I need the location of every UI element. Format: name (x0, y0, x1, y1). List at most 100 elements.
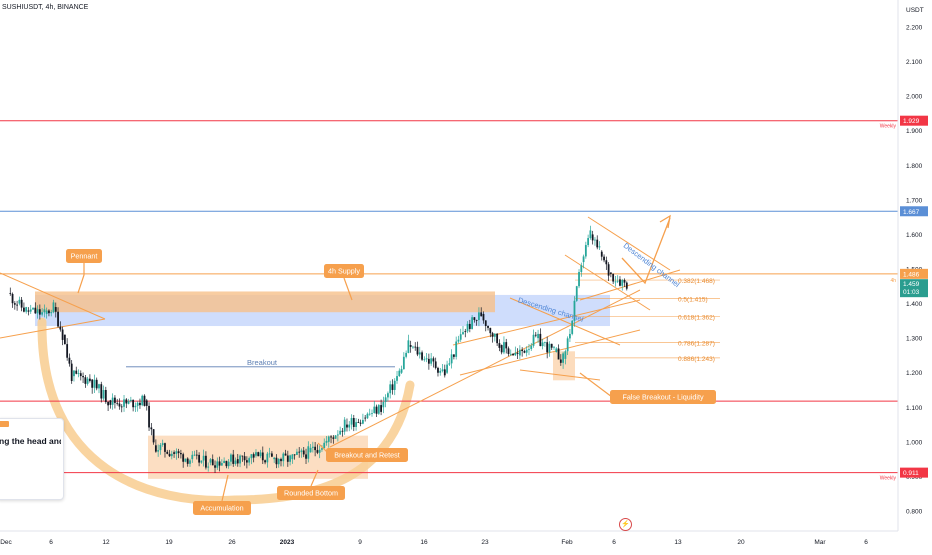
candle-body (564, 351, 567, 359)
candle-body (102, 389, 105, 399)
candle-body (625, 282, 628, 289)
candle-body (239, 455, 241, 464)
candle-body (609, 272, 612, 274)
candle-body (364, 417, 367, 419)
idea-popup[interactable]: ng the head and (0, 418, 64, 500)
lightning-icon[interactable]: ⚡ (619, 518, 632, 531)
fib-label-3: 0.786(1.287) (678, 341, 715, 348)
candle-body (95, 379, 98, 389)
candle-body (277, 458, 280, 465)
candle-body (259, 452, 262, 457)
x-tick-9: Feb (561, 539, 573, 546)
candle-body (396, 376, 398, 381)
candle-body (336, 434, 339, 436)
candle-body (571, 320, 574, 334)
candle-body (136, 402, 139, 406)
candle-body (261, 452, 264, 461)
candle-body (116, 402, 119, 404)
supply-zone-4h (35, 291, 495, 313)
candle-body (407, 340, 410, 353)
candle-body (430, 358, 433, 364)
level-tag-2: 4h (890, 278, 896, 284)
candle-body (380, 405, 382, 412)
candle-body (598, 246, 601, 248)
candle-body (534, 334, 537, 336)
axis-tag-0 (900, 115, 928, 126)
candle-body (480, 312, 483, 317)
candle-body (418, 352, 421, 355)
rally-line (579, 269, 681, 301)
y-tick-0: 2.200 (906, 25, 923, 32)
candle-body (198, 454, 200, 463)
candle-body (594, 239, 596, 241)
candle-body (273, 457, 276, 460)
candle-body (152, 429, 155, 443)
candle-body (38, 309, 41, 315)
candle-body (16, 304, 18, 306)
candle-body (605, 260, 608, 265)
candle-body (325, 440, 328, 443)
last-price-countdown: 01:03 (903, 289, 920, 296)
projection-arrow (621, 217, 671, 285)
candle-body (555, 348, 558, 352)
candle-body (207, 466, 210, 468)
x-tick-5: 2023 (280, 539, 295, 546)
y-tick-10: 1.200 (906, 370, 923, 377)
candle-body (371, 413, 373, 414)
level-tag-3: Weekly (880, 476, 897, 482)
candle-body (462, 332, 464, 335)
candle-body (57, 311, 59, 327)
candle-body (400, 369, 403, 373)
candle-body (457, 339, 460, 342)
candle-body (362, 419, 364, 424)
candle-body (498, 343, 501, 348)
candle-body (487, 325, 489, 328)
candle-body (9, 293, 12, 294)
candle-body (582, 256, 585, 263)
candle-body (195, 454, 198, 456)
candle-body (164, 443, 166, 452)
candle-body (341, 430, 344, 432)
supply-callout-box (324, 264, 364, 278)
candle-body (352, 418, 355, 427)
candle-body (36, 309, 39, 314)
candle-body (514, 352, 517, 356)
liquidity-callout-label: False Breakout - Liquidity (622, 393, 704, 402)
candle-body (387, 393, 389, 398)
candle-body (11, 293, 14, 304)
candle-body (252, 454, 255, 458)
candle-body (141, 395, 144, 406)
desc-channel-1a (509, 297, 621, 346)
candle-body (232, 454, 235, 464)
candle-body (48, 310, 50, 314)
y-tick-11: 1.100 (906, 405, 923, 412)
candle-body (234, 460, 237, 464)
popup-text: ng the head and (0, 436, 61, 446)
rounded-bottom-callout-pointer (310, 469, 319, 487)
candle-body (13, 303, 16, 305)
candle-body (59, 326, 62, 330)
candle-body (496, 333, 499, 344)
retest-callout-label: Breakout and Retest (334, 451, 400, 460)
candle-body (243, 456, 246, 461)
candle-body (43, 309, 46, 313)
candle-body (377, 405, 380, 414)
candle-body (393, 380, 396, 390)
candle-body (223, 460, 226, 464)
fib-label-0: 0.382(1.468) (678, 278, 715, 285)
candle-body (193, 454, 196, 456)
candle-body (589, 230, 592, 239)
candle-body (373, 406, 376, 414)
candle-body (532, 334, 535, 346)
candle-body (29, 309, 32, 312)
candle-body (168, 453, 171, 457)
candle-body (503, 342, 505, 353)
candle-body (157, 450, 160, 452)
candle-body (66, 344, 69, 358)
candle-body (478, 312, 480, 321)
candle-body (330, 436, 332, 438)
candle-body (600, 251, 603, 257)
projection-arrowhead (659, 214, 671, 229)
